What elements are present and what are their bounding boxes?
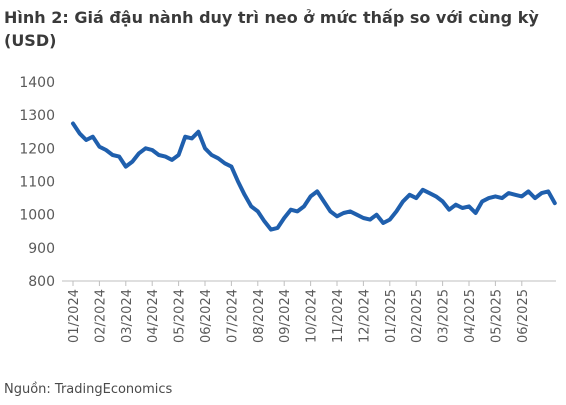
y-tick-label: 1400 xyxy=(19,75,55,91)
y-tick-label: 1000 xyxy=(19,208,55,224)
x-tick-label: 03/2025 xyxy=(437,289,452,343)
x-tick-label: 03/2024 xyxy=(120,289,135,343)
x-tick-label: 04/2025 xyxy=(463,289,478,343)
x-tick-label: 09/2024 xyxy=(278,289,293,343)
x-tick-label: 05/2024 xyxy=(173,289,188,343)
y-tick-label: 900 xyxy=(28,241,55,257)
x-tick-label: 08/2024 xyxy=(252,289,267,343)
y-tick-label: 800 xyxy=(28,274,55,290)
x-tick-label: 06/2025 xyxy=(516,289,531,343)
y-tick-label: 1100 xyxy=(19,175,55,191)
x-tick-label: 01/2024 xyxy=(67,289,82,343)
price-line xyxy=(71,121,557,232)
chart-title: Hình 2: Giá đậu nành duy trì neo ở mức t… xyxy=(4,8,539,50)
y-tick-label: 1200 xyxy=(19,141,55,157)
x-tick-label: 11/2024 xyxy=(331,289,346,343)
x-tick-label: 07/2024 xyxy=(225,289,240,343)
source-note: Nguồn: TradingEconomics xyxy=(4,382,173,397)
y-tick-label: 1300 xyxy=(19,108,55,124)
x-tick-label: 04/2024 xyxy=(146,289,161,343)
x-tick-label: 01/2025 xyxy=(384,289,399,343)
x-tick-label: 06/2024 xyxy=(199,289,214,343)
x-tick-label: 05/2025 xyxy=(489,289,504,343)
x-tick-label: 02/2025 xyxy=(410,289,425,343)
x-tick-label: 02/2024 xyxy=(93,289,108,343)
x-tick-label: 12/2024 xyxy=(357,289,372,343)
x-tick-label: 10/2024 xyxy=(305,289,320,343)
